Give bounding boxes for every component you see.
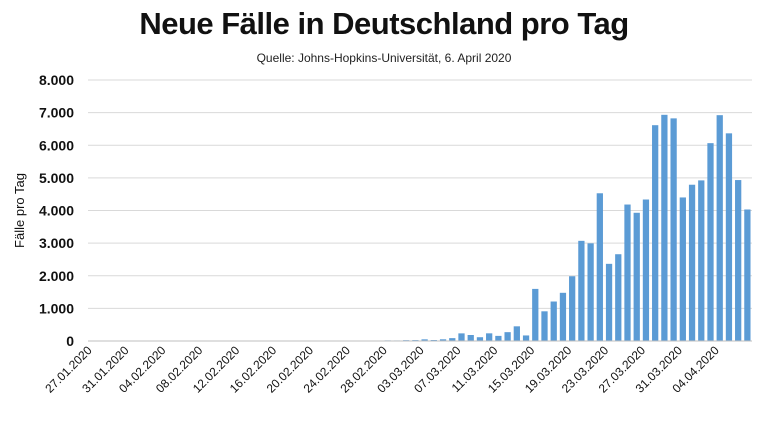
bar xyxy=(513,326,520,341)
bar xyxy=(522,335,530,341)
bar xyxy=(661,114,668,341)
y-tick-label: 8.000 xyxy=(39,72,74,88)
y-tick-label: 0 xyxy=(66,333,74,349)
bar xyxy=(688,184,696,341)
bar xyxy=(725,133,733,341)
y-axis-label: Fälle pro Tag xyxy=(12,173,27,248)
bar xyxy=(642,199,650,341)
bar xyxy=(596,193,603,341)
bar xyxy=(652,125,659,341)
bar xyxy=(698,180,705,341)
bar xyxy=(624,204,631,341)
x-axis-ticks: 27.01.202031.01.202004.02.202008.02.2020… xyxy=(42,343,722,396)
bar xyxy=(550,301,557,341)
bar xyxy=(504,332,511,341)
bar xyxy=(486,333,493,341)
bar xyxy=(439,339,447,341)
bar xyxy=(421,339,428,341)
bar xyxy=(532,288,539,341)
y-tick-label: 5.000 xyxy=(39,170,74,186)
bar xyxy=(735,180,742,341)
y-tick-label: 1.000 xyxy=(39,300,74,316)
bar xyxy=(615,254,622,341)
bar xyxy=(449,338,456,341)
bar xyxy=(716,115,723,341)
bar xyxy=(569,276,576,341)
bar xyxy=(605,263,613,341)
bar xyxy=(633,212,640,341)
bar xyxy=(476,337,484,341)
bars xyxy=(89,114,751,342)
y-tick-label: 6.000 xyxy=(39,137,74,153)
bar xyxy=(744,209,751,341)
bar xyxy=(467,335,474,341)
bar xyxy=(578,240,585,341)
bar xyxy=(541,311,548,341)
bar xyxy=(670,118,677,342)
chart-subtitle: Quelle: Johns-Hopkins-Universität, 6. Ap… xyxy=(256,51,512,65)
y-tick-label: 2.000 xyxy=(39,268,74,284)
bar xyxy=(495,335,502,341)
y-tick-label: 3.000 xyxy=(39,235,74,251)
y-tick-label: 7.000 xyxy=(39,105,74,121)
chart-title: Neue Fälle in Deutschland pro Tag xyxy=(139,6,629,41)
bar xyxy=(707,143,714,341)
y-axis-ticks: 0 1.000 2.000 3.000 4.000 5.000 6.000 7.000 8.00… xyxy=(39,72,74,349)
y-tick-label: 4.000 xyxy=(39,203,74,219)
bar xyxy=(458,333,465,341)
bar xyxy=(679,197,686,341)
bar xyxy=(587,243,594,341)
bar xyxy=(559,292,567,341)
